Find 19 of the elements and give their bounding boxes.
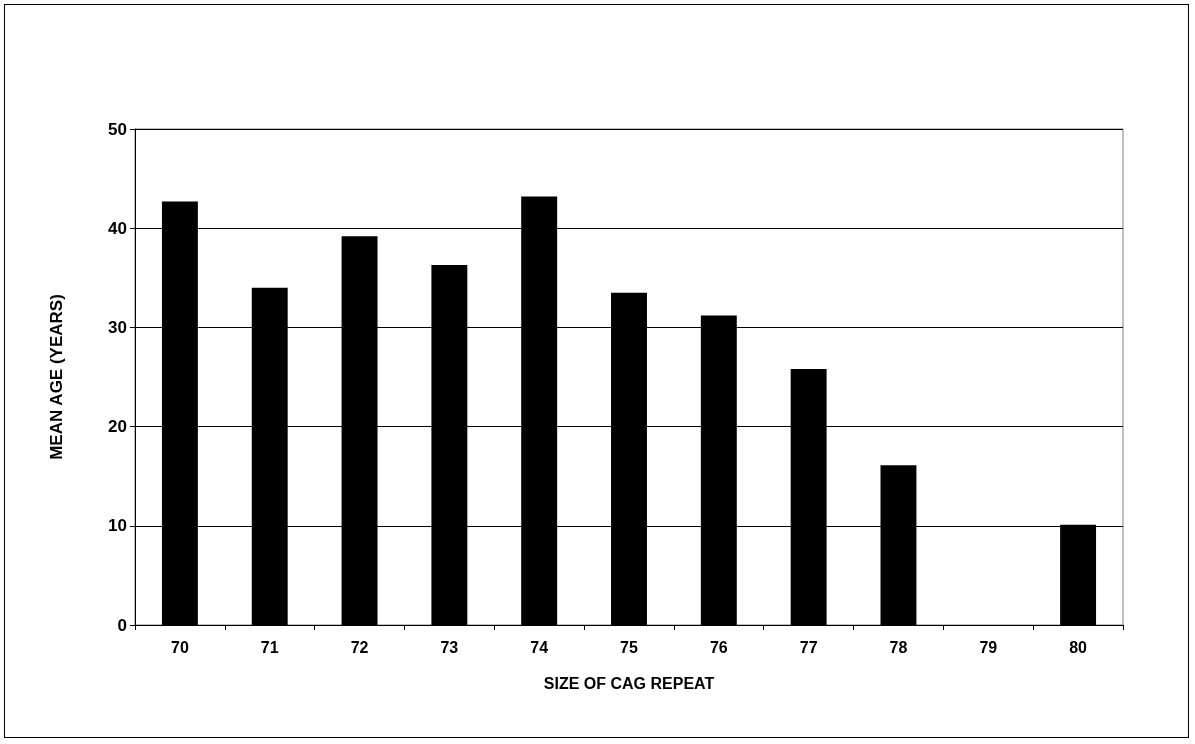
y-tick-label: 40	[108, 218, 127, 238]
x-tick-label: 75	[620, 638, 638, 656]
y-tick-label: 20	[108, 417, 127, 437]
x-tick-label: 77	[799, 638, 818, 656]
x-tick-label: 79	[979, 638, 998, 656]
x-tick-label: 71	[260, 638, 279, 656]
x-tick-label: 76	[709, 638, 728, 656]
x-tick-label: 74	[530, 638, 549, 656]
x-tick-label: 73	[440, 638, 459, 656]
y-tick-label: 10	[108, 516, 127, 536]
x-tick-label: 72	[350, 638, 369, 656]
x-tick-label: 80	[1069, 638, 1088, 656]
x-tick-label: 70	[171, 638, 189, 656]
y-tick-label: 30	[108, 317, 127, 337]
x-axis-title: SIZE OF CAG REPEAT	[543, 674, 715, 692]
x-tick-label: 78	[889, 638, 908, 656]
y-axis-title: MEAN AGE (YEARS)	[47, 294, 66, 460]
y-tick-label: 50	[108, 119, 127, 139]
y-tick-label: 0	[117, 615, 127, 635]
